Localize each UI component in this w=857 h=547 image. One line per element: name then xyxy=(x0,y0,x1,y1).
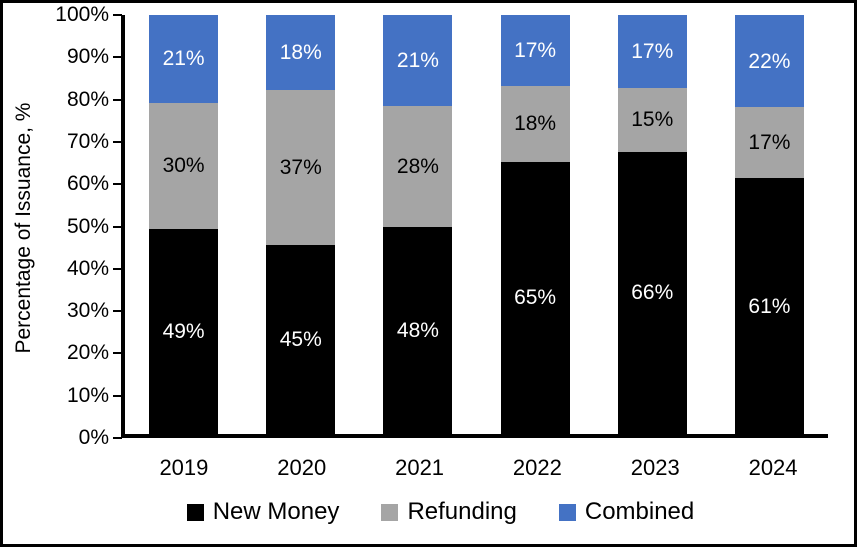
y-tick-label: 0% xyxy=(78,426,109,449)
legend-item-new-money: New Money xyxy=(186,498,340,526)
legend-item-combined: Combined xyxy=(558,498,695,526)
bar-segment-refunding: 17% xyxy=(734,107,804,179)
y-tick-mark xyxy=(113,183,122,186)
legend-label: New Money xyxy=(212,498,340,525)
y-tick-mark xyxy=(113,225,122,228)
x-axis-label-2024: 2024 xyxy=(748,455,798,480)
y-tick-label: 30% xyxy=(66,299,109,323)
bar-segment-combined: 22% xyxy=(734,15,804,108)
bar-stack: 21% 28% 48% xyxy=(383,15,453,435)
y-tick-label: 50% xyxy=(66,214,109,238)
bar-column-2024: 22% 17% 61% xyxy=(711,15,828,435)
bar-column-2023: 17% 15% 66% xyxy=(594,15,711,434)
y-tick-mark xyxy=(113,267,122,270)
legend-swatch-icon xyxy=(558,503,576,521)
bar-stack: 22% 17% 61% xyxy=(734,15,804,435)
y-tick-mark xyxy=(113,437,122,439)
bar-segment-new-money: 65% xyxy=(500,161,570,434)
bar-segment-new-money: 61% xyxy=(734,178,804,435)
bar-column-2019: 21% 30% 49% xyxy=(125,15,242,434)
data-label: 65% xyxy=(514,286,557,310)
bar-segment-combined: 17% xyxy=(617,15,687,88)
x-axis-label-2023: 2023 xyxy=(630,455,680,480)
bar-segment-combined: 21% xyxy=(383,15,453,106)
y-tick-label: 40% xyxy=(66,256,109,280)
data-label: 49% xyxy=(162,319,205,343)
bar-series-container: 21% 30% 49% 18% 37% 45% 21% 28% 48% 17% 18% 65% 17% 1… xyxy=(125,15,828,435)
data-label: 21% xyxy=(396,48,439,72)
y-tick-label: 100% xyxy=(55,3,109,26)
bar-stack: 18% 37% 45% xyxy=(266,15,336,434)
bar-segment-refunding: 28% xyxy=(383,105,453,227)
bar-segment-new-money: 48% xyxy=(383,226,453,435)
y-tick-label: 10% xyxy=(66,383,109,407)
y-tick-mark xyxy=(113,14,122,16)
bar-column-2020: 18% 37% 45% xyxy=(242,15,359,434)
data-label: 18% xyxy=(514,112,557,136)
legend-swatch-icon xyxy=(186,503,204,521)
data-label: 30% xyxy=(162,154,205,178)
y-tick-mark xyxy=(113,98,122,101)
data-label: 61% xyxy=(748,294,791,318)
plot-area: 21% 30% 49% 18% 37% 45% 21% 28% 48% 17% 18% 65% 17% 1… xyxy=(121,15,828,438)
y-tick-mark xyxy=(113,140,122,143)
legend-label: Combined xyxy=(584,498,695,525)
bar-stack: 21% 30% 49% xyxy=(149,15,219,434)
bar-segment-combined: 21% xyxy=(149,15,219,103)
data-label: 22% xyxy=(748,49,791,73)
data-label: 66% xyxy=(631,281,674,305)
data-label: 37% xyxy=(279,156,322,180)
data-label: 21% xyxy=(162,47,205,71)
y-tick-label: 90% xyxy=(66,45,109,69)
data-label: 15% xyxy=(631,108,674,132)
bar-stack: 17% 18% 65% xyxy=(500,15,570,434)
data-label: 48% xyxy=(396,318,439,342)
bar-stack: 17% 15% 66% xyxy=(617,15,687,434)
data-label: 17% xyxy=(514,39,557,63)
data-label: 18% xyxy=(279,41,322,65)
data-label: 45% xyxy=(279,328,322,352)
bar-segment-refunding: 15% xyxy=(617,87,687,152)
x-axis-labels: 2019 2020 2021 2022 2023 2024 xyxy=(125,455,832,481)
legend-label: Refunding xyxy=(407,498,517,525)
stacked-bar-chart: Percentage of Issuance, % 0% 10% 20% 30% 40%… xyxy=(3,3,854,544)
x-axis-label-2022: 2022 xyxy=(512,455,562,480)
y-tick-label: 80% xyxy=(66,87,109,111)
bar-segment-new-money: 49% xyxy=(149,228,219,434)
x-axis-label-2020: 2020 xyxy=(277,455,327,480)
legend-item-refunding: Refunding xyxy=(381,498,517,526)
bar-segment-refunding: 30% xyxy=(149,102,219,229)
bar-segment-combined: 18% xyxy=(266,15,336,91)
bar-segment-refunding: 37% xyxy=(266,90,336,246)
y-tick-mark xyxy=(113,352,122,355)
legend-swatch-icon xyxy=(381,503,399,521)
bar-column-2022: 17% 18% 65% xyxy=(477,15,594,434)
bar-segment-new-money: 45% xyxy=(266,245,336,434)
y-tick-label: 60% xyxy=(66,172,109,196)
bar-segment-refunding: 18% xyxy=(500,86,570,162)
bar-segment-combined: 17% xyxy=(500,15,570,87)
legend: New Money Refunding Combined xyxy=(3,498,854,526)
y-tick-label: 70% xyxy=(66,129,109,153)
x-axis-label-2019: 2019 xyxy=(159,455,209,480)
y-tick-mark xyxy=(113,310,122,313)
data-label: 17% xyxy=(748,131,791,155)
y-tick-label: 20% xyxy=(66,341,109,365)
bar-segment-new-money: 66% xyxy=(617,151,687,434)
bar-column-2021: 21% 28% 48% xyxy=(359,15,476,435)
data-label: 28% xyxy=(396,154,439,178)
y-tick-mark xyxy=(113,56,122,59)
data-label: 17% xyxy=(631,39,674,63)
x-axis-label-2021: 2021 xyxy=(395,455,445,480)
y-tick-mark xyxy=(113,394,122,397)
